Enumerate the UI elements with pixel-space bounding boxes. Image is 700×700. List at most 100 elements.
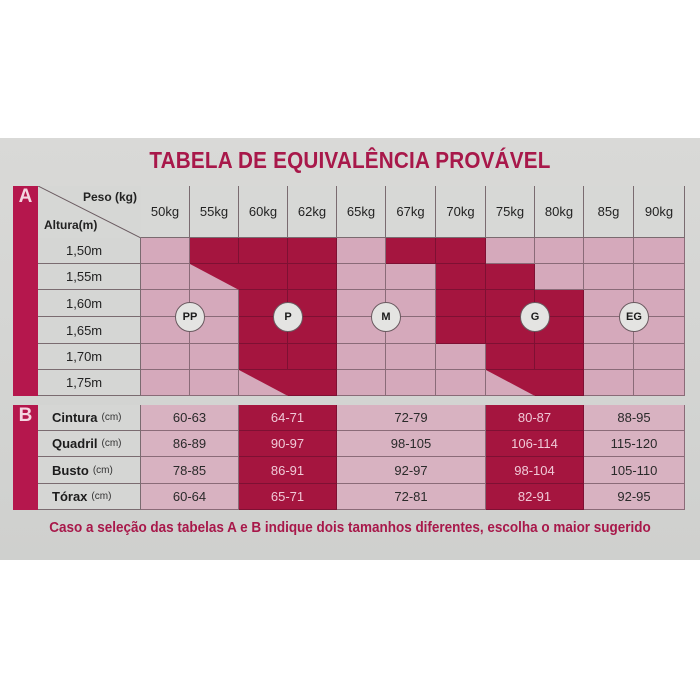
size-grid-cell (535, 238, 584, 264)
weight-axis-label: Peso (kg) (82, 190, 137, 204)
size-grid-cell (239, 370, 288, 396)
size-badge-eg: EG (619, 302, 649, 332)
size-grid-cell (239, 264, 288, 290)
measure-name: Tórax (52, 489, 88, 504)
measure-unit: (cm) (101, 412, 122, 423)
measure-value-cell: 60-63 (141, 405, 239, 431)
size-grid-cell (190, 370, 239, 396)
size-grid-cell (584, 264, 634, 290)
size-grid-cell (634, 238, 685, 264)
weight-header-cell: 65kg (337, 186, 386, 238)
table-a-letter-text: A (18, 186, 33, 207)
measure-name: Cintura (52, 410, 98, 425)
measure-value-cell: 72-81 (337, 484, 486, 510)
size-grid-cell (239, 344, 288, 370)
weight-header-cell: 50kg (141, 186, 190, 238)
measure-value-cell: 106-114 (486, 431, 584, 457)
size-grid-cell (288, 238, 337, 264)
measure-value-cell: 86-89 (141, 431, 239, 457)
weight-header-cell: 70kg (436, 186, 486, 238)
measure-name: Quadril (52, 436, 98, 451)
size-grid-cell (386, 238, 436, 264)
measure-unit: (cm) (91, 491, 112, 502)
size-grid-cell (190, 264, 239, 290)
measure-label: Quadril (cm) (38, 431, 141, 457)
size-grid-cell (141, 264, 190, 290)
size-grid-cell (436, 317, 486, 344)
measure-value-cell: 90-97 (239, 431, 337, 457)
size-grid-cell (288, 370, 337, 396)
measure-value-cell: 72-79 (337, 405, 486, 431)
weight-header-cell: 85g (584, 186, 634, 238)
size-grid-cell (288, 344, 337, 370)
measure-value-cell: 65-71 (239, 484, 337, 510)
weight-header-cell: 60kg (239, 186, 288, 238)
measure-value-cell: 98-105 (337, 431, 486, 457)
size-grid-cell (337, 264, 386, 290)
size-grid-cell (239, 238, 288, 264)
size-grid-cell (436, 264, 486, 290)
table-a: A Peso (kg) Altura(m) 50kg 55kg 60kg 62kg 65… (13, 186, 685, 396)
weight-header-cell: 55kg (190, 186, 239, 238)
size-grid-cell (535, 264, 584, 290)
size-badge-g: G (520, 302, 550, 332)
measure-label: Tórax (cm) (38, 484, 141, 510)
size-grid-cell (634, 264, 685, 290)
weight-header-cell: 67kg (386, 186, 436, 238)
height-row-label: 1,55m (38, 264, 141, 290)
measure-value-cell: 115-120 (584, 431, 685, 457)
size-grid-cell (634, 344, 685, 370)
size-grid-cell (337, 370, 386, 396)
measure-value-cell: 82-91 (486, 484, 584, 510)
header-corner: Peso (kg) Altura(m) (38, 186, 142, 239)
measure-value-cell: 88-95 (584, 405, 685, 431)
measure-value-cell: 60-64 (141, 484, 239, 510)
measure-value-cell: 92-95 (584, 484, 685, 510)
size-grid-cell (584, 238, 634, 264)
table-b-letter: B (13, 405, 38, 510)
size-grid-cell (535, 370, 584, 396)
weight-header-cell: 80kg (535, 186, 584, 238)
size-grid-cell (190, 238, 239, 264)
measure-label: Busto (cm) (38, 457, 141, 484)
measure-unit: (cm) (101, 438, 122, 449)
size-grid-cell (486, 264, 535, 290)
size-grid-cell (190, 344, 239, 370)
size-badge-m: M (371, 302, 401, 332)
size-grid-cell (436, 238, 486, 264)
footnote: Caso a seleção das tabelas A e B indique… (49, 520, 651, 536)
table-b: B Cintura (cm) 60-63 64-71 72-79 80-87 88-95 Qu… (13, 405, 685, 510)
diagonal-divider-icon (38, 186, 141, 238)
size-grid-cell (386, 344, 436, 370)
measure-value-cell: 86-91 (239, 457, 337, 484)
measure-value-cell: 64-71 (239, 405, 337, 431)
size-grid-cell (337, 344, 386, 370)
measure-name: Busto (52, 462, 89, 478)
size-grid-cell (386, 370, 436, 396)
height-row-label: 1,65m (38, 317, 141, 344)
measure-value-cell: 92-97 (337, 457, 486, 484)
weight-header-cell: 90kg (634, 186, 685, 238)
measure-value-cell: 78-85 (141, 457, 239, 484)
size-grid-cell (436, 370, 486, 396)
height-row-label: 1,60m (38, 290, 141, 317)
height-row-label: 1,75m (38, 370, 141, 396)
size-grid-cell (386, 264, 436, 290)
size-grid-cell (141, 370, 190, 396)
size-grid-cell (141, 344, 190, 370)
size-grid-cell (634, 370, 685, 396)
chart-title: TABELA DE EQUIVALÊNCIA PROVÁVEL (149, 147, 551, 173)
size-grid-cell (436, 290, 486, 317)
size-grid-cell (486, 238, 535, 264)
table-a-letter: A (13, 186, 38, 396)
weight-header-cell: 75kg (486, 186, 535, 238)
table-b-letter-text: B (18, 405, 33, 426)
measure-label: Cintura (cm) (38, 405, 141, 431)
size-grid-cell (436, 344, 486, 370)
size-grid-cell (486, 370, 535, 396)
size-grid-cell (535, 344, 584, 370)
size-badge-p: P (273, 302, 303, 332)
measure-value-cell: 98-104 (486, 457, 584, 484)
size-grid-cell (141, 238, 190, 264)
size-grid-cell (288, 264, 337, 290)
